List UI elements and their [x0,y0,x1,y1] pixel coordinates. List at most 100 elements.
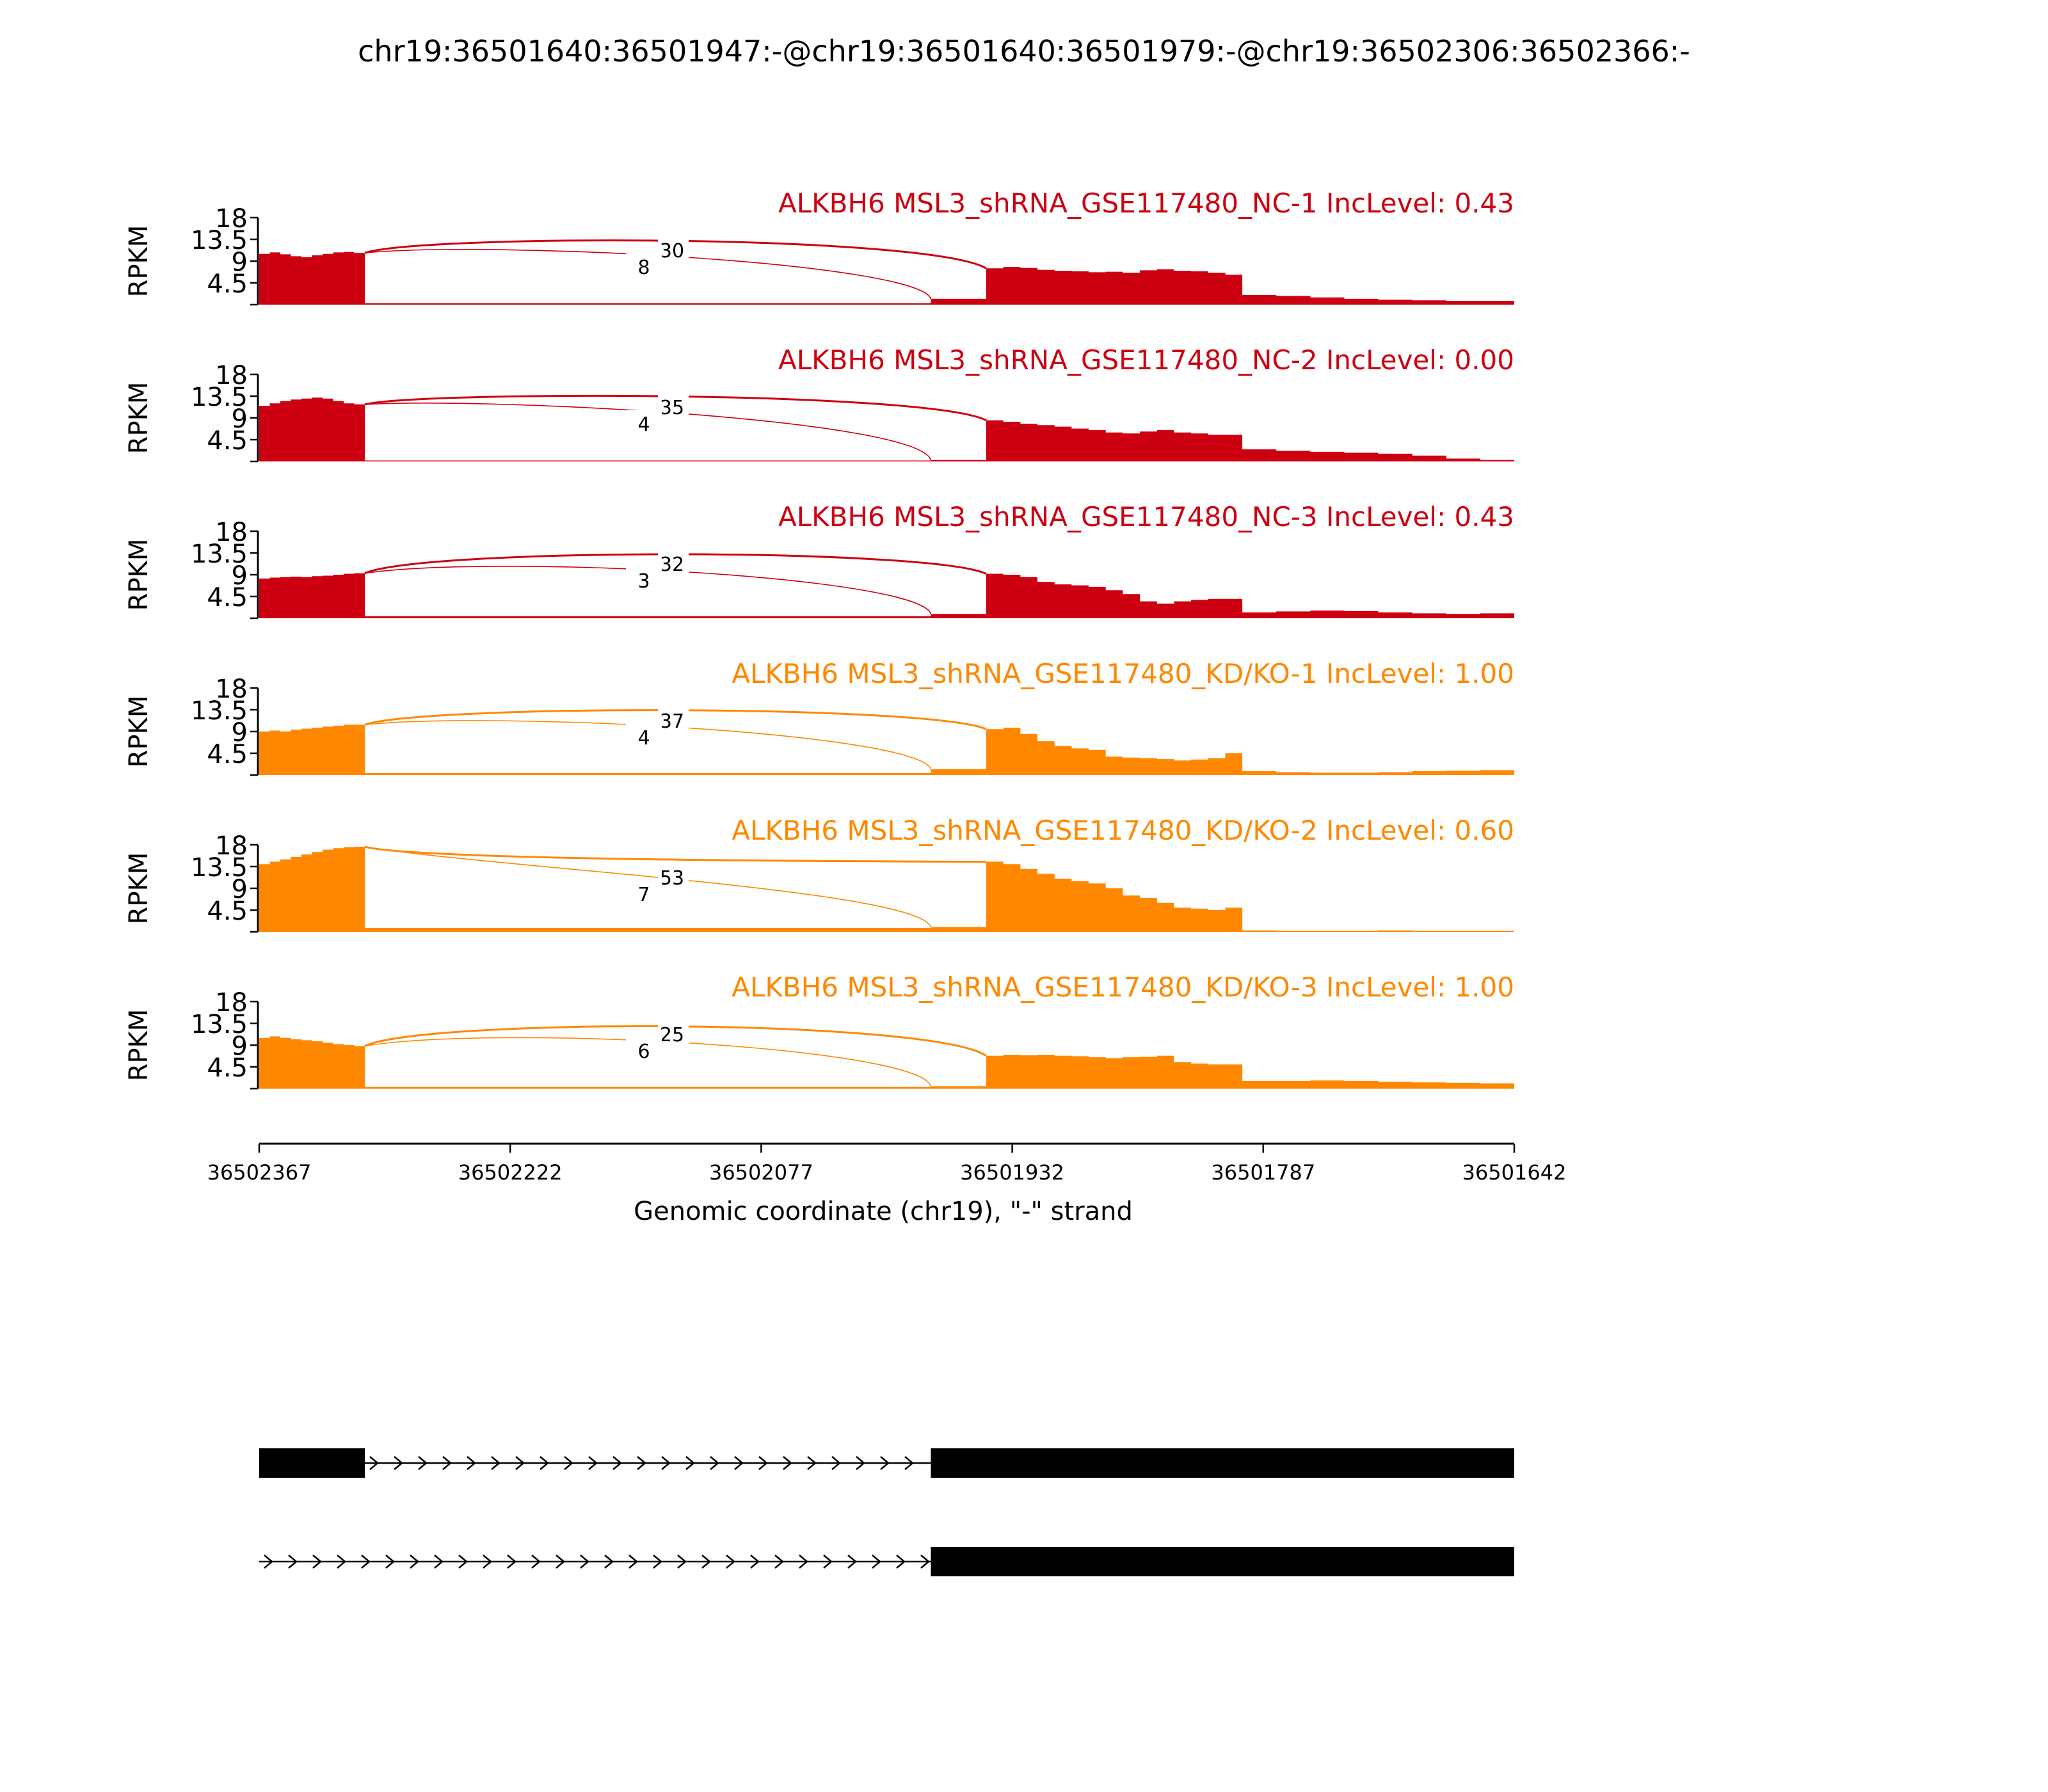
strand-chevron [807,1456,817,1470]
coverage-area [259,573,1514,618]
junction-label-box [658,1020,689,1046]
y-tick-label: 9 [232,1032,248,1061]
isoform-models [259,1448,1514,1576]
strand-chevron [823,1555,833,1569]
y-axis-label: RPKM [124,382,154,454]
x-axis: 36502367 36502222 36502077 36501932 36501787… [207,1142,1567,1185]
exon-upstream [259,1448,365,1478]
junction-label-box [626,253,662,280]
y-tick-label: 18 [215,361,248,390]
strand-chevron [394,1456,403,1470]
strand-chevron [410,1555,419,1569]
junction-label-box [658,550,689,575]
y-tick-label: 18 [215,204,248,234]
strand-chevron [385,1555,395,1569]
y-tick-label: 13.5 [191,1010,248,1039]
strand-chevron [467,1456,476,1470]
junction-count-inclusion: 7 [637,884,650,906]
y-tick-label: 18 [215,675,248,704]
strand-chevron [458,1555,468,1569]
x-tick-label: 36501642 [1462,1160,1567,1185]
x-tick-label: 36502222 [458,1160,563,1185]
strand-chevron [783,1456,792,1470]
strand-chevron [847,1555,857,1569]
junction-label-box [658,707,689,732]
strand-chevron [685,1456,695,1470]
isoform-skipping [259,1547,1514,1576]
junction-count-inclusion: 8 [637,257,650,279]
exon-downstream [931,1547,1514,1576]
strand-chevron [531,1555,541,1569]
y-tick-label: 4.5 [207,269,248,299]
strand-chevron [628,1555,638,1569]
strand-chevron [710,1456,719,1470]
junction-label-box [626,1037,662,1064]
junction-label-box [626,410,662,437]
strand-chevron [556,1555,565,1569]
junction-count-inclusion: 4 [637,413,650,436]
y-tick-label: 4.5 [207,1053,248,1083]
junction-count-inclusion: 4 [637,727,650,749]
strand-chevron [369,1456,379,1470]
strand-chevron [434,1555,444,1569]
junction-arc-inclusion [364,565,932,614]
y-tick-label: 13.5 [191,540,248,569]
junction-count-skip: 25 [660,1024,684,1046]
strand-chevron [750,1555,760,1569]
junction-arc-inclusion [364,720,932,770]
strand-chevron [799,1555,808,1569]
strand-chevron [677,1555,687,1569]
y-axis-label: RPKM [124,539,154,611]
track-label: ALKBH6 MSL3_shRNA_GSE117480_KD/KO-1 IncL… [732,658,1514,689]
strand-chevron [264,1555,273,1569]
y-tick-label: 13.5 [191,853,248,883]
strand-chevron [580,1555,589,1569]
junction-count-skip: 37 [660,710,684,733]
x-tick-label: 36501787 [1211,1160,1315,1185]
y-tick-label: 4.5 [207,583,248,612]
strand-chevron [564,1456,573,1470]
y-tick-label: 18 [215,831,248,861]
strand-chevron [831,1456,841,1470]
junction-arc-inclusion [364,1037,932,1087]
junction-count-skip: 35 [660,397,684,419]
x-tick-label: 36501932 [960,1160,1064,1185]
strand-chevron [361,1555,371,1569]
junction-label-box [626,724,662,751]
isoform-inclusion [259,1448,1514,1478]
strand-chevron [612,1456,622,1470]
track-label: ALKBH6 MSL3_shRNA_GSE117480_NC-2 IncLeve… [778,344,1514,376]
y-axis-label: RPKM [124,225,154,298]
coverage-area [259,1036,1514,1089]
coverage-area [259,252,1514,305]
y-tick-label: 9 [232,875,248,904]
strand-chevron [726,1555,735,1569]
strand-chevron [734,1456,744,1470]
strand-chevron [774,1555,784,1569]
junction-arc-inclusion [364,846,932,927]
x-tick-label: 36502367 [207,1160,312,1185]
strand-chevron [896,1555,906,1569]
strand-chevron [880,1456,890,1470]
strand-chevron [491,1456,500,1470]
strand-chevron [920,1555,930,1569]
strand-chevron [661,1456,671,1470]
y-tick-label: 9 [232,561,248,591]
strand-chevron [872,1555,881,1569]
y-tick-label: 4.5 [207,740,248,769]
y-tick-label: 9 [232,718,248,748]
strand-chevron [604,1555,614,1569]
x-tick-label: 36502077 [709,1160,813,1185]
strand-chevron [856,1456,865,1470]
chart-title: chr19:36501640:36501947:-@chr19:36501640… [358,34,1690,68]
strand-chevron [442,1456,452,1470]
strand-chevron [515,1456,525,1470]
y-axis-label: RPKM [124,696,154,768]
y-tick-label: 13.5 [191,383,248,412]
